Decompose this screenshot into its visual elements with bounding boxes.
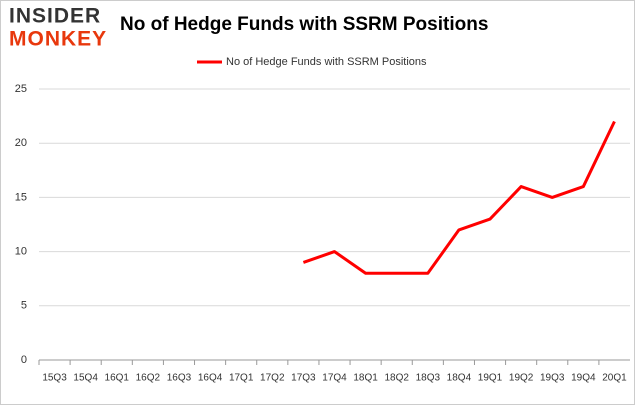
y-tick-label: 15 <box>15 191 27 203</box>
chart-title: No of Hedge Funds with SSRM Positions <box>120 14 488 35</box>
logo-top: INSIDER <box>9 5 101 28</box>
y-tick-label: 10 <box>15 246 27 258</box>
x-tick-label: 15Q4 <box>73 373 98 384</box>
series-line <box>302 120 616 275</box>
x-tick-label: 16Q2 <box>136 373 161 384</box>
logo-bottom: MONKEY <box>9 28 107 51</box>
x-tick-label: 18Q1 <box>353 373 378 384</box>
x-tick-label: 18Q3 <box>416 373 441 384</box>
legend-label: No of Hedge Funds with SSRM Positions <box>226 56 427 68</box>
x-tick-label: 15Q3 <box>42 373 67 384</box>
x-tick-label: 18Q2 <box>384 373 409 384</box>
y-tick-label: 5 <box>21 300 27 312</box>
x-tick-label: 17Q3 <box>291 373 316 384</box>
y-tick-label: 25 <box>15 83 27 95</box>
x-tick-label: 19Q2 <box>509 373 534 384</box>
x-tick-label: 17Q4 <box>322 373 347 384</box>
x-tick-label: 18Q4 <box>447 373 472 384</box>
x-tick-label: 19Q3 <box>540 373 565 384</box>
y-tick-label: 20 <box>15 137 27 149</box>
x-tick-label: 19Q4 <box>571 373 596 384</box>
x-tick-label: 19Q1 <box>478 373 503 384</box>
x-tick-label: 17Q1 <box>229 373 254 384</box>
x-tick-label: 16Q4 <box>198 373 223 384</box>
x-tick-label: 17Q2 <box>260 373 285 384</box>
x-tick-label: 16Q3 <box>167 373 192 384</box>
x-tick-label: 16Q1 <box>105 373 130 384</box>
y-tick-label: 0 <box>21 354 27 366</box>
x-tick-label: 20Q1 <box>602 373 627 384</box>
